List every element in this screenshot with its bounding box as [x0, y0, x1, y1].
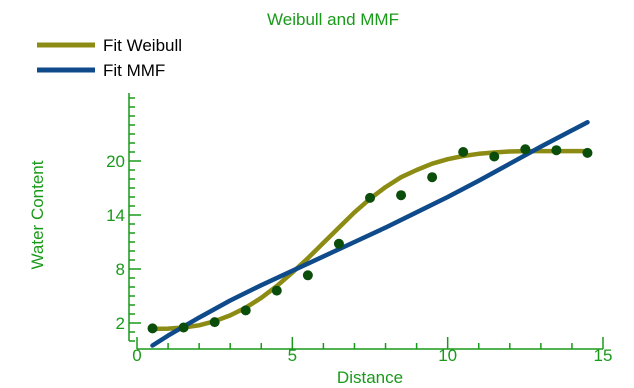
y-tick-label: 2 [116, 314, 125, 333]
mmf-fit-line [150, 120, 590, 348]
x-tick-label: 10 [438, 346, 457, 365]
data-point [551, 145, 562, 156]
y-tick-label: 14 [106, 206, 125, 225]
x-tick-label: 15 [594, 346, 613, 365]
data-point [178, 322, 189, 333]
y-tick-label: 8 [116, 260, 125, 279]
x-axis-label: Distance [337, 368, 403, 387]
data-point [240, 305, 251, 316]
chart-title: Weibull and MMF [267, 10, 399, 29]
legend-label-mmf: Fit MMF [103, 61, 165, 80]
y-tick-label: 20 [106, 152, 125, 171]
data-point [520, 144, 531, 155]
data-point [147, 323, 158, 334]
data-point [209, 317, 220, 328]
data-point [365, 192, 375, 203]
weibull-fit-line [150, 148, 590, 332]
x-tick-label: 5 [288, 346, 297, 365]
fit-curves [150, 120, 590, 348]
x-axis: 0 5 10 15 [132, 337, 612, 365]
data-point [271, 285, 282, 296]
legend: Fit Weibull Fit MMF [37, 36, 182, 80]
data-point [458, 147, 469, 157]
data-point [333, 238, 344, 249]
data-point [427, 172, 438, 183]
data-point [582, 147, 593, 158]
data-point [302, 270, 313, 281]
data-point [396, 190, 407, 201]
data-point [489, 151, 500, 162]
x-tick-label: 0 [132, 346, 141, 365]
legend-label-weibull: Fit Weibull [103, 36, 182, 55]
y-axis: 2 8 14 20 [106, 93, 141, 342]
data-points [147, 144, 593, 334]
y-axis-label: Water Content [28, 160, 47, 269]
